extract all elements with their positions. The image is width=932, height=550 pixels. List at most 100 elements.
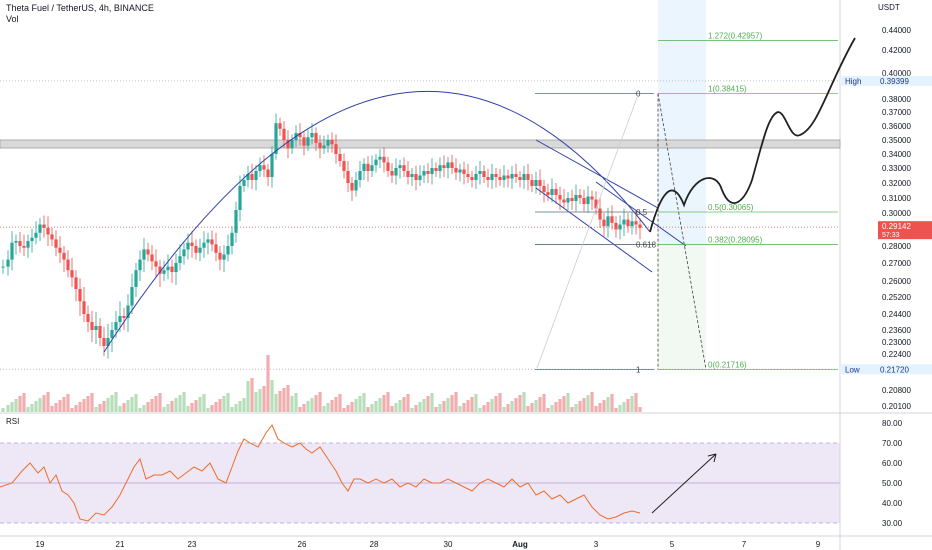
candle-body xyxy=(314,133,318,143)
volume-bar xyxy=(1,408,5,412)
candle-body xyxy=(530,180,534,186)
volume-bar xyxy=(70,408,74,412)
volume-bar xyxy=(130,397,134,412)
candle-body xyxy=(122,316,126,318)
volume-bar xyxy=(350,402,354,412)
volume-bar xyxy=(486,402,490,412)
high-label: High xyxy=(845,77,861,86)
candle-body xyxy=(622,219,626,225)
price-axis-tick: 0.42000 xyxy=(882,46,911,55)
price-axis-tick: 0.28000 xyxy=(882,242,911,251)
volume-bar xyxy=(38,398,42,412)
volume-bar xyxy=(510,401,514,412)
candle-body xyxy=(106,338,110,346)
volume-bar xyxy=(358,396,362,412)
rsi-axis-tick: 30.00 xyxy=(882,519,903,528)
candle-body xyxy=(410,174,414,177)
volume-bar xyxy=(558,399,562,412)
volume-bar xyxy=(610,394,614,412)
volume-bar xyxy=(614,408,618,412)
volume-bar xyxy=(242,398,246,412)
candle-body xyxy=(386,162,390,171)
volume-bar xyxy=(638,407,642,412)
volume-bar xyxy=(574,404,578,412)
candle-body xyxy=(98,326,102,338)
rsi-line xyxy=(0,424,641,522)
candle-body xyxy=(78,289,82,302)
fib-right-label: 0.382(0.28095) xyxy=(708,235,763,244)
candle-body xyxy=(538,180,542,186)
low-label: Low xyxy=(845,365,860,374)
candle-body xyxy=(630,221,634,227)
candle-body xyxy=(598,208,602,220)
volume-bar xyxy=(330,400,334,412)
volume-bar xyxy=(226,393,230,412)
symbol-title[interactable]: Theta Fuel / TetherUS, 4h, BINANCE xyxy=(6,3,154,13)
volume-bar xyxy=(334,397,338,412)
candle-body xyxy=(22,246,26,248)
candle-body xyxy=(194,246,198,253)
volume-bar xyxy=(362,393,366,412)
volume-bar xyxy=(10,402,14,412)
candle-body xyxy=(54,239,58,248)
volume-bar xyxy=(178,395,182,412)
candle-body xyxy=(102,338,106,346)
candle-body xyxy=(230,232,234,246)
time-axis-label: 30 xyxy=(444,540,453,549)
candle-body xyxy=(390,171,394,176)
volume-bar xyxy=(190,403,194,412)
volume-bar xyxy=(110,395,114,412)
candle-body xyxy=(606,216,610,227)
candle-body xyxy=(318,142,322,149)
volume-bar xyxy=(630,396,634,412)
fib-zone xyxy=(658,245,706,370)
candle-body xyxy=(14,241,18,243)
candle-body xyxy=(242,180,246,186)
volume-bar xyxy=(430,393,434,412)
time-axis-label: 5 xyxy=(670,540,675,549)
candle-body xyxy=(206,239,210,243)
fib-right-label: 0.5(0.30065) xyxy=(708,203,754,212)
candle-body xyxy=(134,270,138,287)
candle-body xyxy=(594,199,598,209)
price-axis-tick: 0.25200 xyxy=(882,293,911,302)
candle-body xyxy=(38,224,42,233)
candle-body xyxy=(358,171,362,180)
volume-bar xyxy=(566,393,570,412)
fib-right-label: 0(0.21716) xyxy=(708,360,747,369)
volume-bar xyxy=(426,396,430,412)
price-axis-tick: 0.37000 xyxy=(882,108,911,117)
projection-zone xyxy=(658,0,706,245)
volume-bar xyxy=(386,392,390,412)
candle-body xyxy=(110,330,114,338)
volume-bar xyxy=(150,399,154,412)
projection-diagonal-line xyxy=(657,93,707,370)
volume-bar xyxy=(222,396,226,412)
volume-bar xyxy=(354,399,358,412)
volume-bar xyxy=(274,394,278,412)
volume-bar xyxy=(450,395,454,412)
channel-lower-line xyxy=(535,187,653,273)
price-axis-tick: 0.23000 xyxy=(882,338,911,347)
volume-bar xyxy=(302,404,306,412)
volume-bar xyxy=(602,400,606,412)
candle-body xyxy=(82,301,86,314)
candle-body xyxy=(446,162,450,168)
candle-body xyxy=(202,242,206,248)
volume-bar xyxy=(462,403,466,412)
volume-bar xyxy=(118,406,122,412)
candle-body xyxy=(406,171,410,177)
fib-left-label: 1 xyxy=(636,365,641,374)
candle-body xyxy=(490,174,494,180)
candle-body xyxy=(6,259,10,267)
candle-body xyxy=(342,161,346,171)
candle-body xyxy=(214,244,218,253)
candle-body xyxy=(150,254,154,262)
low-value: 0.21720 xyxy=(880,365,909,374)
candle-body xyxy=(330,140,334,145)
candle-body xyxy=(394,168,398,176)
price-axis-tick: 0.26000 xyxy=(882,277,911,286)
volume-bar xyxy=(402,397,406,412)
volume-bar xyxy=(422,399,426,412)
